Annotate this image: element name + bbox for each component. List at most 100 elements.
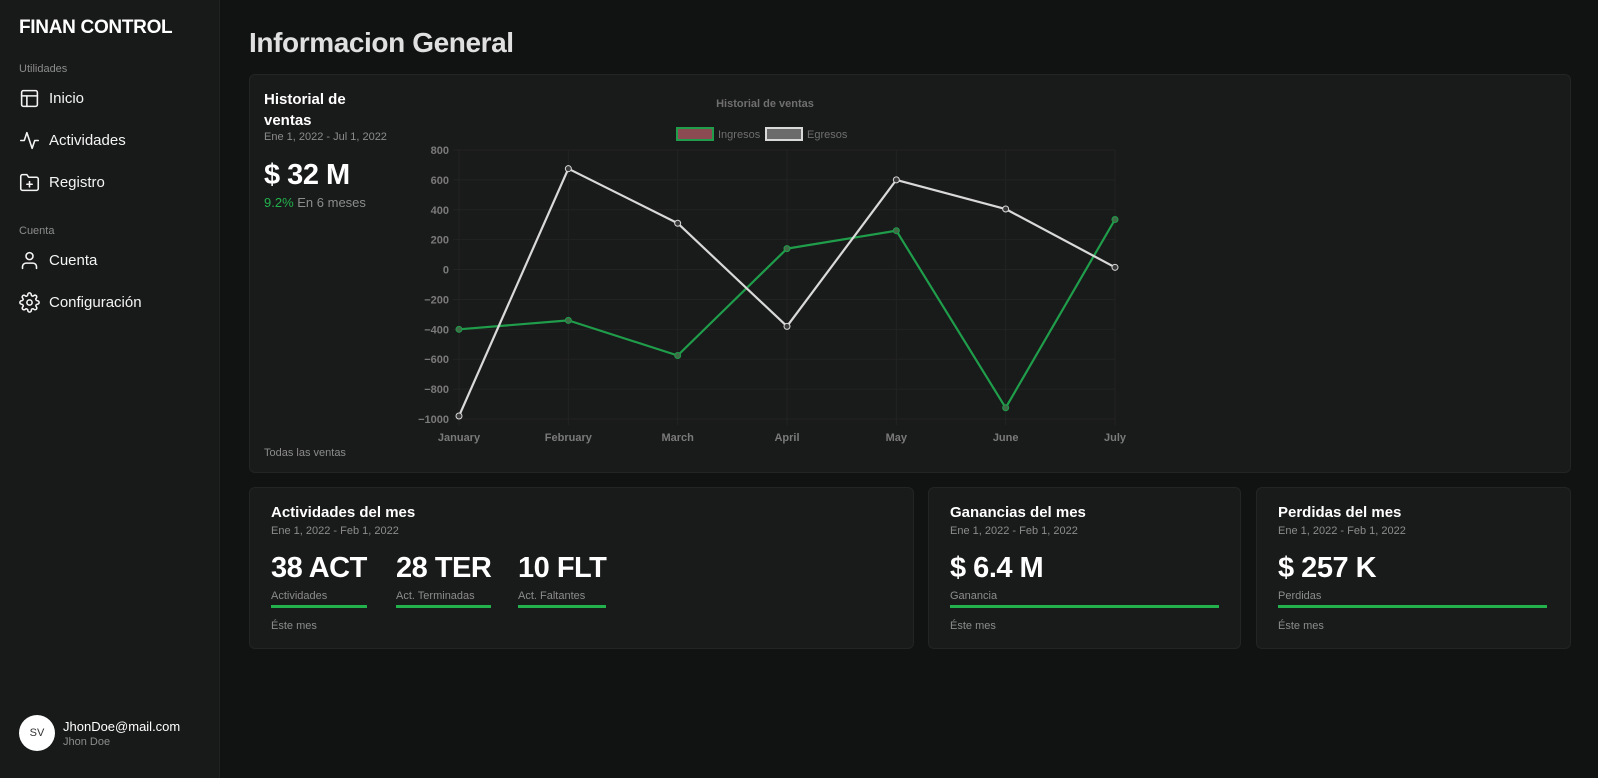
y-tick-label: 800	[431, 145, 449, 157]
sales-amount: $ 32 M	[264, 159, 350, 191]
data-point-egresos	[564, 165, 572, 173]
y-tick-label: 600	[431, 175, 449, 187]
card-footer: Éste mes	[950, 620, 996, 632]
x-axis: January February March April May June July	[438, 432, 1127, 444]
layout-icon	[20, 89, 39, 107]
card-footer: Todas las ventas	[264, 447, 346, 459]
sidebar-item-actividades[interactable]: Actividades	[19, 125, 209, 155]
user-email: JhonDoe@mail.com	[63, 718, 181, 734]
card-title: Perdidas del mes	[1278, 504, 1402, 521]
data-point-egresos	[892, 176, 900, 184]
metric-value: 10 FLT	[518, 552, 607, 584]
data-point-ingresos	[674, 351, 682, 359]
x-tick-label: February	[545, 432, 593, 444]
metric-value: $ 6.4 M	[950, 552, 1044, 584]
data-point-ingresos	[892, 227, 900, 235]
user-icon	[21, 251, 38, 269]
legend-label: Ingresos	[718, 129, 761, 141]
metric-losses: $ 257 K Perdidas	[1278, 552, 1547, 608]
gear-icon	[19, 291, 40, 313]
growth-indicator: 9.2% En 6 meses	[264, 195, 366, 210]
metric-finished: 28 TER Act. Terminadas	[396, 552, 492, 608]
legend-swatch	[765, 127, 803, 141]
metric-pending: 10 FLT Act. Faltantes	[518, 552, 607, 608]
sidebar-item-configuracion[interactable]: Configuración	[19, 287, 209, 317]
x-tick-label: January	[438, 432, 481, 444]
data-point-ingresos	[1002, 404, 1010, 412]
metric-label: Ganancia	[950, 590, 1219, 608]
earnings-card: Ganancias del mes Ene 1, 2022 - Feb 1, 2…	[928, 487, 1241, 649]
sidebar-item-label: Actividades	[49, 131, 126, 149]
x-tick-label: March	[661, 432, 694, 444]
activities-card: Actividades del mes Ene 1, 2022 - Feb 1,…	[249, 487, 914, 649]
y-tick-label: −600	[424, 354, 449, 366]
user-profile[interactable]: SV JhonDoe@mail.com Jhon Doe	[19, 715, 180, 751]
data-point-egresos	[1111, 263, 1119, 271]
data-point-ingresos	[783, 245, 791, 253]
chart-grid	[453, 149, 1116, 425]
metric-label: Actividades	[271, 590, 367, 608]
metric-label: Perdidas	[1278, 590, 1547, 608]
data-point-egresos	[674, 219, 682, 227]
avatar: SV	[19, 715, 55, 751]
sidebar-item-label: Registro	[49, 173, 105, 191]
y-tick-label: −200	[424, 294, 449, 306]
brand-logo: FINAN CONTROL	[19, 17, 173, 38]
metric-value: $ 257 K	[1278, 552, 1377, 584]
x-tick-label: May	[886, 432, 908, 444]
losses-card: Perdidas del mes Ene 1, 2022 - Feb 1, 20…	[1256, 487, 1571, 649]
legend-label: Egresos	[807, 129, 848, 141]
sidebar-item-cuenta[interactable]: Cuenta	[19, 245, 209, 275]
sales-history-card: Historial de ventas Ene 1, 2022 - Jul 1,…	[249, 74, 1571, 473]
y-tick-label: 0	[443, 265, 449, 277]
sidebar: FINAN CONTROL Utilidades Inicio Activida…	[0, 0, 220, 778]
nav-section-account: Cuenta	[19, 225, 55, 237]
data-point-egresos	[783, 322, 791, 330]
sidebar-item-label: Configuración	[49, 293, 142, 311]
folder-plus-icon	[19, 173, 40, 191]
y-tick-label: 200	[431, 235, 449, 247]
y-tick-label: −400	[424, 324, 449, 336]
chart-title: Historial de ventas	[716, 98, 814, 110]
sales-line-chart: Historial de ventas Ingresos Egresos 800 6…	[418, 98, 1127, 444]
y-tick-label: −1000	[418, 414, 449, 426]
data-point-ingresos	[564, 316, 572, 324]
activity-icon	[19, 131, 40, 149]
nav-section-utilities: Utilidades	[19, 63, 68, 75]
sidebar-item-label: Inicio	[49, 89, 85, 107]
metric-earnings: $ 6.4 M Ganancia	[950, 552, 1219, 608]
sidebar-item-label: Cuenta	[49, 251, 98, 269]
x-tick-label: July	[1104, 432, 1127, 444]
sidebar-item-registro[interactable]: Registro	[19, 167, 209, 197]
card-title: Historial de ventas	[264, 91, 346, 129]
x-tick-label: April	[774, 432, 799, 444]
card-title: Ganancias del mes	[950, 504, 1086, 521]
metric-label: Act. Faltantes	[518, 590, 607, 608]
metric-activities: 38 ACT Actividades	[271, 552, 367, 608]
metric-label: Act. Terminadas	[396, 590, 492, 608]
x-tick-label: June	[993, 432, 1019, 444]
user-name: Jhon Doe	[63, 735, 111, 748]
card-title: Actividades del mes	[271, 504, 416, 521]
card-footer: Éste mes	[271, 620, 317, 632]
date-range: Ene 1, 2022 - Feb 1, 2022	[950, 525, 1078, 537]
y-tick-label: 400	[431, 205, 449, 217]
data-point-ingresos	[455, 325, 463, 333]
card-footer: Éste mes	[1278, 620, 1324, 632]
date-range: Ene 1, 2022 - Jul 1, 2022	[264, 131, 387, 143]
growth-text: En 6 meses	[297, 195, 366, 210]
sidebar-item-inicio[interactable]: Inicio	[19, 83, 209, 113]
data-point-egresos	[1002, 205, 1010, 213]
data-point-ingresos	[1111, 215, 1119, 223]
growth-percent: 9.2%	[264, 195, 294, 210]
chart-legend: Ingresos Egresos	[676, 127, 848, 141]
metric-value: 38 ACT	[271, 552, 367, 584]
chart-series	[455, 165, 1119, 420]
date-range: Ene 1, 2022 - Feb 1, 2022	[1278, 525, 1406, 537]
y-axis: 800 600 400 200 0 −200 −400 −600 −800 −1000	[418, 145, 449, 426]
legend-swatch	[676, 127, 714, 141]
page-title: Informacion General	[249, 27, 514, 58]
data-point-egresos	[455, 412, 463, 420]
metric-value: 28 TER	[396, 552, 492, 584]
date-range: Ene 1, 2022 - Feb 1, 2022	[271, 525, 399, 537]
